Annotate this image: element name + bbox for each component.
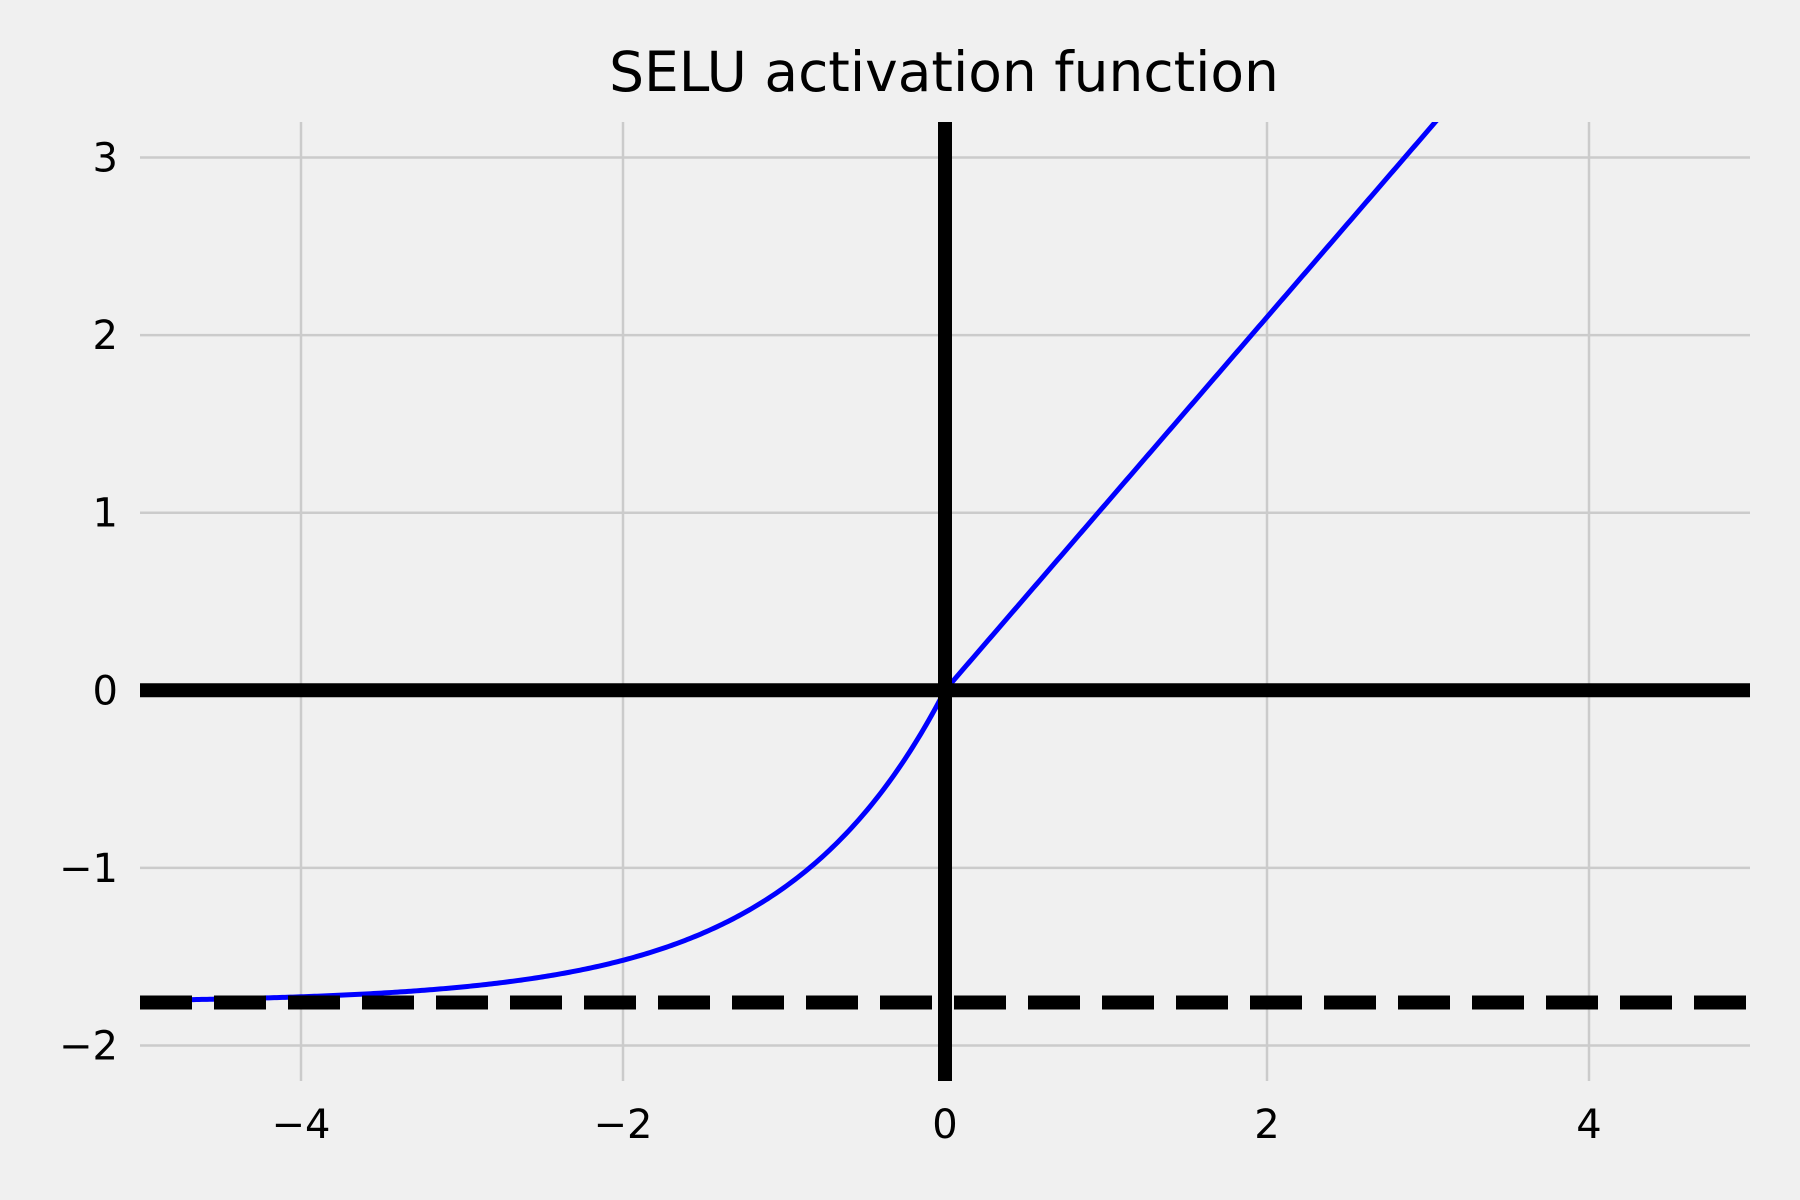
y-tick-label: 1 <box>93 491 118 537</box>
y-tick-label: 0 <box>93 668 118 714</box>
tick-labels: −4 −2 0 2 4 −2 −1 0 1 2 3 <box>59 136 1602 1148</box>
y-tick-label: −2 <box>59 1023 118 1069</box>
y-tick-label: 2 <box>93 313 118 359</box>
x-tick-label: −4 <box>272 1102 331 1148</box>
x-tick-label: 4 <box>1576 1102 1601 1148</box>
x-tick-label: −2 <box>594 1102 653 1148</box>
reference-lines <box>140 122 1750 1081</box>
chart-title: SELU activation function <box>609 40 1279 104</box>
y-tick-label: −1 <box>59 846 118 892</box>
y-tick-label: 3 <box>93 136 118 182</box>
x-tick-label: 0 <box>932 1102 957 1148</box>
x-tick-label: 2 <box>1254 1102 1279 1148</box>
